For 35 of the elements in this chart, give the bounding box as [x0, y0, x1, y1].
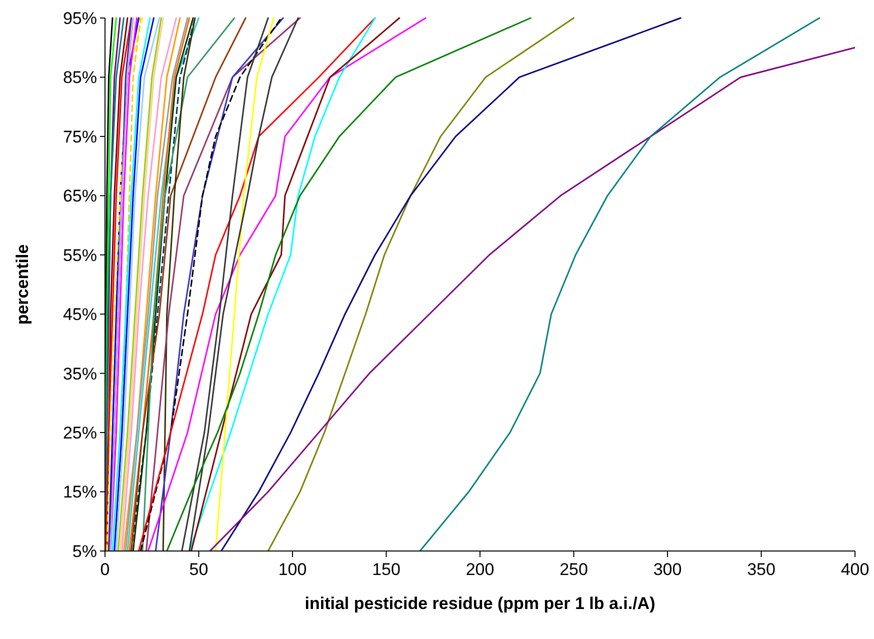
x-axis-title: initial pesticide residue (ppm per 1 lb a.i./A) — [304, 594, 656, 613]
line-series — [146, 17, 301, 551]
y-tick-label: 35% — [62, 364, 97, 384]
line-series — [162, 17, 196, 551]
x-tick-label: 50 — [189, 560, 208, 579]
x-tick-label: 250 — [560, 560, 588, 579]
line-series — [209, 46, 855, 551]
line-series — [220, 17, 682, 551]
line-series — [267, 17, 574, 551]
x-tick-label: 150 — [372, 560, 400, 579]
x-tick-label: 400 — [840, 560, 870, 579]
x-tick-label: 100 — [278, 560, 307, 579]
line-series — [419, 17, 820, 551]
x-tick-label: 300 — [653, 560, 682, 579]
line-series — [166, 17, 532, 551]
y-tick-label: 65% — [62, 186, 97, 206]
line-series — [147, 17, 426, 551]
y-tick-label: 75% — [62, 127, 97, 146]
line-series — [138, 17, 376, 551]
line-series — [188, 17, 299, 551]
y-tick-label: 85% — [62, 68, 97, 88]
line-series — [130, 17, 246, 551]
y-tick-label: 15% — [62, 482, 97, 502]
line-series — [142, 17, 236, 551]
y-tick-label: 5% — [72, 542, 97, 561]
y-tick-label: 25% — [62, 424, 97, 443]
y-tick-label: 95% — [62, 8, 97, 28]
x-tick-label: 350 — [747, 560, 776, 579]
line-series — [214, 17, 274, 551]
y-tick-label: 45% — [62, 305, 97, 324]
y-tick-label: 55% — [62, 246, 97, 265]
x-tick-label: 200 — [466, 560, 494, 579]
y-axis-title: percentile — [13, 244, 32, 325]
x-tick-label: 0 — [100, 560, 110, 579]
line-series — [181, 17, 269, 551]
